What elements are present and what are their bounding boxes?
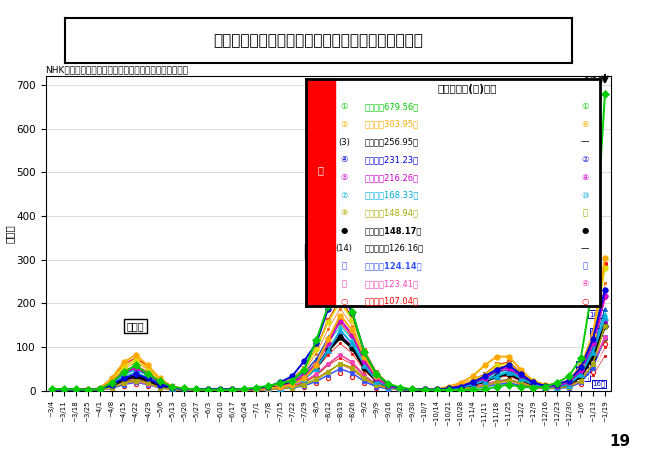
Text: ⑰: ⑰: [341, 279, 346, 288]
Text: 直近１週間の人口１０万人当たりの陽性者数の推移: 直近１週間の人口１０万人当たりの陽性者数の推移: [214, 33, 423, 48]
Text: ⑮: ⑮: [582, 208, 588, 217]
Text: ⑨: ⑨: [340, 208, 348, 217]
Text: 大阪府：303.95人: 大阪府：303.95人: [365, 120, 419, 129]
Text: 第４波: 第４波: [127, 321, 144, 331]
Text: ⑩: ⑩: [581, 190, 589, 200]
Text: 27位: 27位: [577, 361, 590, 368]
Text: ⑤: ⑤: [340, 173, 348, 182]
Bar: [306, 79, 335, 306]
Text: (14): (14): [335, 244, 352, 253]
Text: ⑯: ⑯: [341, 261, 346, 270]
Text: ○: ○: [581, 297, 589, 306]
Text: ②: ②: [340, 120, 348, 129]
Text: 16位: 16位: [592, 381, 606, 387]
Text: 19: 19: [610, 434, 630, 449]
Text: 広島県：256.95人: 広島県：256.95人: [365, 137, 419, 146]
Text: ●: ●: [581, 226, 589, 235]
Text: —: —: [581, 244, 589, 253]
Text: ⑧: ⑧: [581, 173, 589, 182]
Text: ④: ④: [581, 279, 589, 288]
Text: 第６波: 第６波: [548, 290, 566, 299]
Text: (3): (3): [338, 137, 350, 146]
Text: 22位: 22位: [577, 368, 590, 374]
Text: ●: ●: [340, 226, 348, 235]
Text: 京都府：216.26人: 京都府：216.26人: [365, 173, 419, 182]
Text: NHK「新型コロナウイルス特設サイト」から引用・集計: NHK「新型コロナウイルス特設サイト」から引用・集計: [46, 65, 188, 74]
Text: 10位: 10位: [589, 311, 602, 317]
Text: ①: ①: [581, 102, 589, 111]
Text: ②: ②: [581, 155, 589, 164]
Text: —: —: [581, 137, 589, 146]
Text: ○: ○: [340, 297, 348, 306]
Y-axis label: （人）: （人）: [5, 224, 15, 243]
Text: ⑦: ⑦: [340, 190, 348, 200]
Text: ⑥: ⑥: [581, 120, 589, 129]
Text: 全　国：148.17人: 全 国：148.17人: [365, 226, 422, 235]
Text: 滋賀県：148.94人: 滋賀県：148.94人: [365, 208, 419, 217]
Text: 和歌山県：126.16人: 和歌山県：126.16人: [365, 244, 424, 253]
Text: ㉑: ㉑: [582, 261, 588, 270]
Text: 奈良県：124.14人: 奈良県：124.14人: [365, 261, 422, 270]
Text: 千葉県：123.41人: 千葉県：123.41人: [365, 279, 419, 288]
Text: 赤: 赤: [317, 165, 323, 175]
Text: 沖縄県：679.56人: 沖縄県：679.56人: [365, 102, 419, 111]
Text: ①: ①: [340, 102, 348, 111]
Text: 兵庫県：168.33人: 兵庫県：168.33人: [365, 190, 419, 200]
Text: １月１９日(水)時点: １月１９日(水)時点: [437, 84, 497, 94]
Text: 6位: 6位: [591, 328, 600, 335]
Text: 8/20: 8/20: [583, 76, 603, 85]
Text: ④: ④: [340, 155, 348, 164]
Text: 奈良市：107.04人: 奈良市：107.04人: [365, 297, 419, 306]
Text: 29位: 29位: [577, 374, 590, 381]
Text: 第５波: 第５波: [307, 246, 325, 256]
Text: 東京都：231.23人: 東京都：231.23人: [365, 155, 419, 164]
